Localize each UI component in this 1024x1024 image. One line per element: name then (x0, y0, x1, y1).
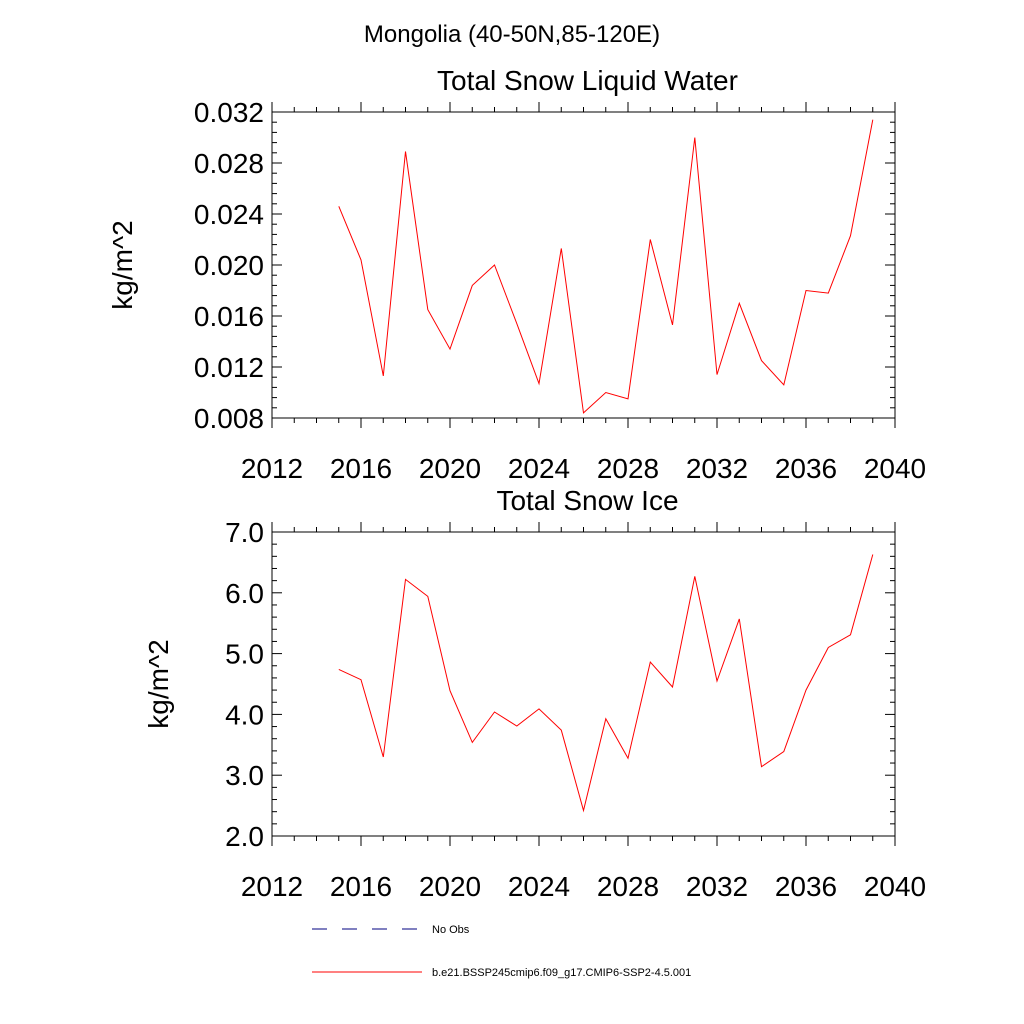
chart-title: Total Snow Ice (496, 485, 678, 516)
x-axis: 2012 2016 2020 2024 2028 2032 2036 2040 (241, 102, 926, 484)
figure-suptitle: Mongolia (40-50N,85-120E) (364, 21, 660, 48)
y-tick-label: 6.0 (225, 578, 264, 609)
x-tick-label: 2016 (330, 453, 392, 484)
x-axis: 2012 2016 2020 2024 2028 2032 2036 2040 (241, 522, 926, 902)
y-axis-label: kg/m^2 (143, 639, 174, 728)
y-tick-label: 0.028 (194, 148, 264, 179)
x-tick-label: 2032 (686, 871, 748, 902)
y-tick-label: 5.0 (225, 639, 264, 670)
y-tick-label: 0.008 (194, 403, 264, 434)
x-tick-label: 2024 (508, 871, 570, 902)
y-tick-label: 0.016 (194, 301, 264, 332)
legend-label: b.e21.BSSP245cmip6.f09_g17.CMIP6-SSP2-4.… (432, 967, 691, 979)
x-tick-label: 2020 (419, 453, 481, 484)
x-tick-label: 2028 (597, 871, 659, 902)
x-tick-label: 2012 (241, 871, 303, 902)
legend-entry-1: No Obs (312, 924, 470, 936)
legend-label: No Obs (432, 924, 470, 936)
y-tick-label: 3.0 (225, 760, 264, 791)
x-tick-label: 2040 (864, 871, 926, 902)
chart-title: Total Snow Liquid Water (437, 65, 738, 96)
y-axis-label: kg/m^2 (107, 220, 138, 309)
plot-frame (271, 531, 896, 837)
y-tick-label: 0.024 (194, 199, 264, 230)
y-axis: 2.0 3.0 4.0 5.0 6.0 7.0 (225, 517, 895, 852)
x-tick-label: 2036 (775, 453, 837, 484)
x-tick-label: 2024 (508, 453, 570, 484)
x-tick-label: 2020 (419, 871, 481, 902)
plot-frame (271, 111, 896, 419)
x-tick-label: 2032 (686, 453, 748, 484)
y-tick-label: 7.0 (225, 517, 264, 548)
x-tick-label: 2040 (864, 453, 926, 484)
series-line-1 (338, 554, 874, 813)
x-tick-label: 2012 (241, 453, 303, 484)
y-tick-label: 4.0 (225, 699, 264, 730)
x-tick-label: 2016 (330, 871, 392, 902)
y-tick-label: 2.0 (225, 821, 264, 852)
series-points (338, 119, 873, 413)
y-tick-label: 0.020 (194, 250, 264, 281)
x-tick-label: 2036 (775, 871, 837, 902)
y-tick-label: 0.012 (194, 352, 264, 383)
y-tick-label: 0.032 (194, 97, 264, 128)
x-tick-label: 2028 (597, 453, 659, 484)
series-points (338, 554, 873, 811)
series-line-1 (338, 119, 874, 414)
legend-entry-2: b.e21.BSSP245cmip6.f09_g17.CMIP6-SSP2-4.… (312, 967, 691, 979)
legend: No Obs b.e21.BSSP245cmip6.f09_g17.CMIP6-S… (312, 924, 691, 979)
y-axis: 0.008 0.012 0.016 0.020 0.024 0.028 0.032 (194, 97, 895, 434)
